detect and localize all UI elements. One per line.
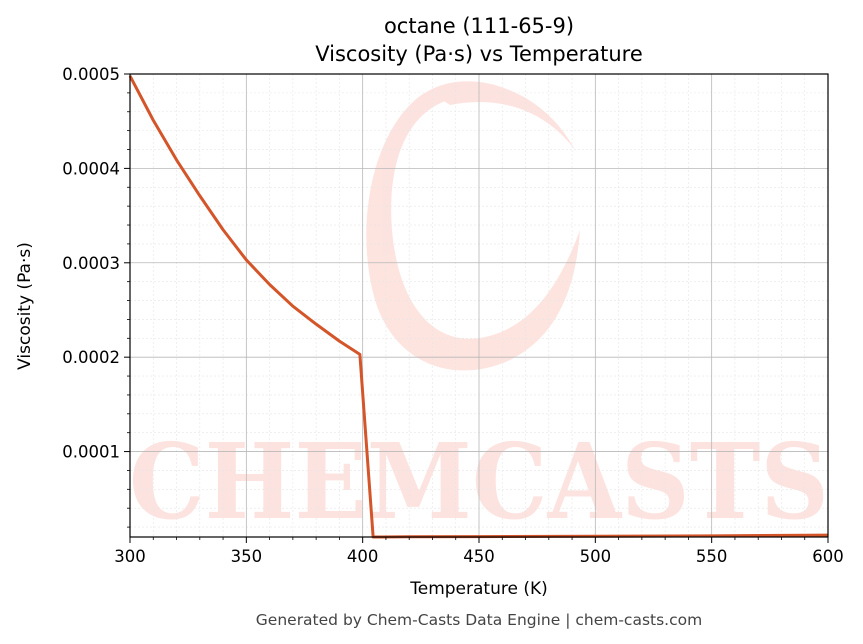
y-axis-label: Viscosity (Pa·s) xyxy=(15,242,35,370)
x-tick-label: 500 xyxy=(580,547,612,566)
footer-credit: Generated by Chem-Casts Data Engine | ch… xyxy=(256,611,702,629)
y-tick-label: 0.0003 xyxy=(62,254,120,273)
x-axis-label: Temperature (K) xyxy=(409,579,548,599)
chart-subtitle: Viscosity (Pa·s) vs Temperature xyxy=(315,42,643,66)
x-axis-ticks: 300 350 400 450 500 550 600 xyxy=(114,537,844,566)
x-tick-label: 350 xyxy=(231,547,263,566)
y-tick-label: 0.0002 xyxy=(62,348,120,367)
y-tick-label: 0.0004 xyxy=(62,159,120,178)
x-tick-label: 550 xyxy=(696,547,728,566)
x-tick-label: 450 xyxy=(463,547,495,566)
y-tick-label: 0.0005 xyxy=(62,65,120,84)
x-tick-label: 400 xyxy=(347,547,379,566)
x-tick-label: 300 xyxy=(114,547,146,566)
y-axis-ticks: 0.0001 0.0002 0.0003 0.0004 0.0005 xyxy=(62,65,130,528)
chart-title: octane (111-65-9) xyxy=(384,14,574,38)
x-tick-label: 600 xyxy=(812,547,844,566)
watermark-ring xyxy=(366,81,580,371)
y-tick-label: 0.0001 xyxy=(62,443,120,462)
watermark-swoosh xyxy=(430,82,575,150)
